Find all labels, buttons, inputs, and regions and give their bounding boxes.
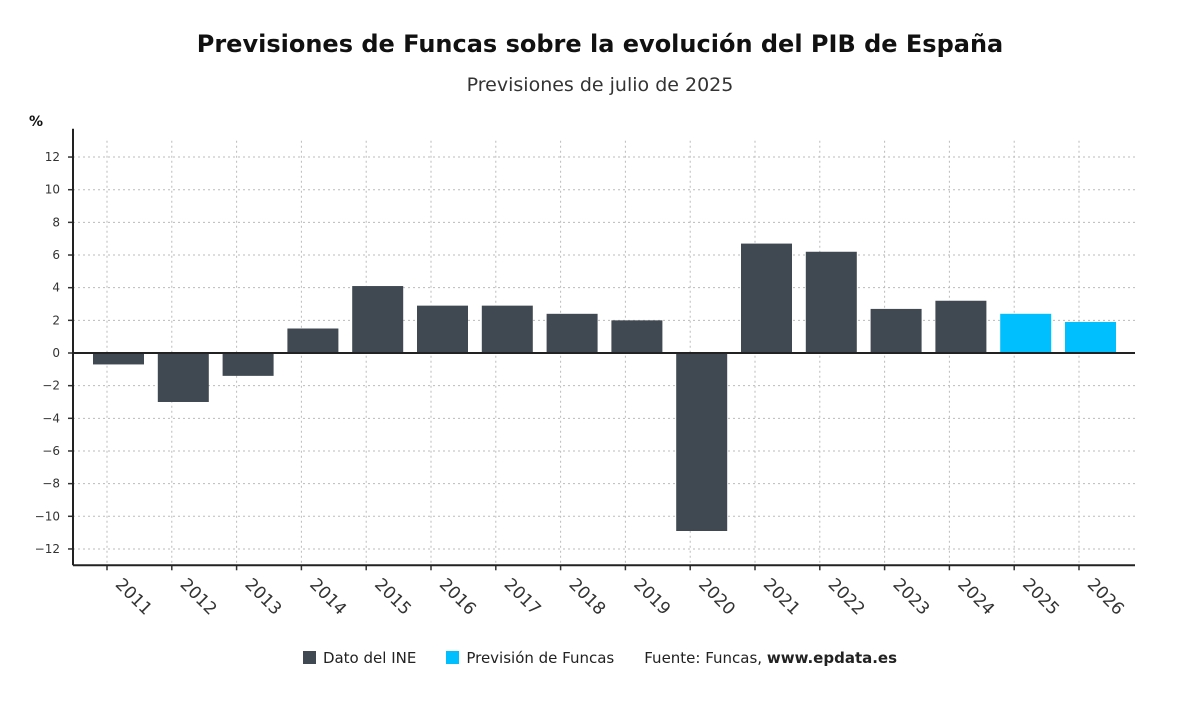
x-tick-label: 2017 bbox=[500, 575, 545, 620]
y-tick-label: −8 bbox=[42, 477, 60, 491]
bar-2017 bbox=[481, 305, 533, 353]
bar-2022 bbox=[805, 251, 857, 353]
bar-2018 bbox=[546, 313, 598, 353]
x-tick-label: 2018 bbox=[565, 575, 610, 620]
bar-2019 bbox=[611, 320, 663, 353]
bar-2015 bbox=[352, 286, 404, 353]
legend-item-funcas: Previsión de Funcas bbox=[446, 649, 614, 667]
x-tick-label: 2026 bbox=[1083, 575, 1128, 620]
bar-2021 bbox=[741, 243, 792, 353]
y-tick-label: 12 bbox=[45, 150, 60, 164]
y-tick-label: 2 bbox=[52, 313, 60, 327]
source-site: www.epdata.es bbox=[766, 649, 898, 667]
x-tick-label: 2023 bbox=[889, 575, 934, 620]
x-tick-label: 2019 bbox=[629, 575, 674, 620]
y-tick-label: −10 bbox=[35, 509, 60, 523]
y-tick-label: 8 bbox=[52, 215, 60, 229]
bar-2024 bbox=[935, 300, 987, 353]
y-tick-label: 6 bbox=[52, 248, 60, 262]
y-tick-label: −4 bbox=[42, 411, 60, 425]
bar-2016 bbox=[417, 305, 468, 353]
bar-2025 bbox=[1000, 313, 1052, 353]
x-tick-label: 2025 bbox=[1018, 575, 1063, 620]
chart-title: Previsiones de Funcas sobre la evolución… bbox=[196, 30, 1004, 58]
legend-swatch-funcas bbox=[446, 651, 460, 664]
legend-label-funcas: Previsión de Funcas bbox=[466, 649, 615, 667]
source-note: Fuente: Funcas, www.epdata.es bbox=[644, 649, 897, 667]
bar-2012 bbox=[157, 353, 209, 402]
y-axis-label: % bbox=[29, 114, 44, 130]
bar-2011 bbox=[93, 353, 144, 365]
legend-label-ine: Dato del INE bbox=[322, 649, 417, 667]
x-tick-label: 2013 bbox=[241, 575, 286, 620]
source-label: Fuente: Funcas, bbox=[644, 649, 763, 667]
x-tick-label: 2015 bbox=[370, 575, 415, 620]
y-tick-label: 0 bbox=[52, 346, 60, 360]
bar-2014 bbox=[287, 328, 339, 353]
chart-subtitle: Previsiones de julio de 2025 bbox=[466, 74, 734, 96]
y-tick-label: −2 bbox=[42, 379, 60, 393]
y-tick-label: −12 bbox=[35, 542, 60, 556]
bar-2026 bbox=[1065, 321, 1116, 353]
x-tick-label: 2016 bbox=[435, 575, 480, 620]
bar-2023 bbox=[870, 308, 922, 353]
x-tick-label: 2021 bbox=[759, 575, 804, 620]
x-tick-label: 2020 bbox=[694, 575, 739, 620]
y-tick-label: 4 bbox=[52, 281, 60, 295]
x-tick-label: 2014 bbox=[305, 575, 350, 620]
legend-swatch-ine bbox=[302, 651, 316, 664]
bar-2013 bbox=[222, 353, 274, 376]
x-tick-label: 2012 bbox=[176, 575, 221, 620]
x-tick-label: 2024 bbox=[953, 575, 998, 620]
legend-item-ine: Dato del INE bbox=[302, 649, 417, 667]
y-tick-label: −6 bbox=[42, 444, 60, 458]
x-tick-label: 2011 bbox=[111, 575, 156, 620]
legend: Dato del INE Previsión de Funcas Fuente:… bbox=[0, 649, 1200, 667]
y-tick-label: 10 bbox=[45, 183, 60, 197]
bar-2020 bbox=[676, 353, 728, 531]
x-tick-label: 2022 bbox=[824, 575, 869, 620]
